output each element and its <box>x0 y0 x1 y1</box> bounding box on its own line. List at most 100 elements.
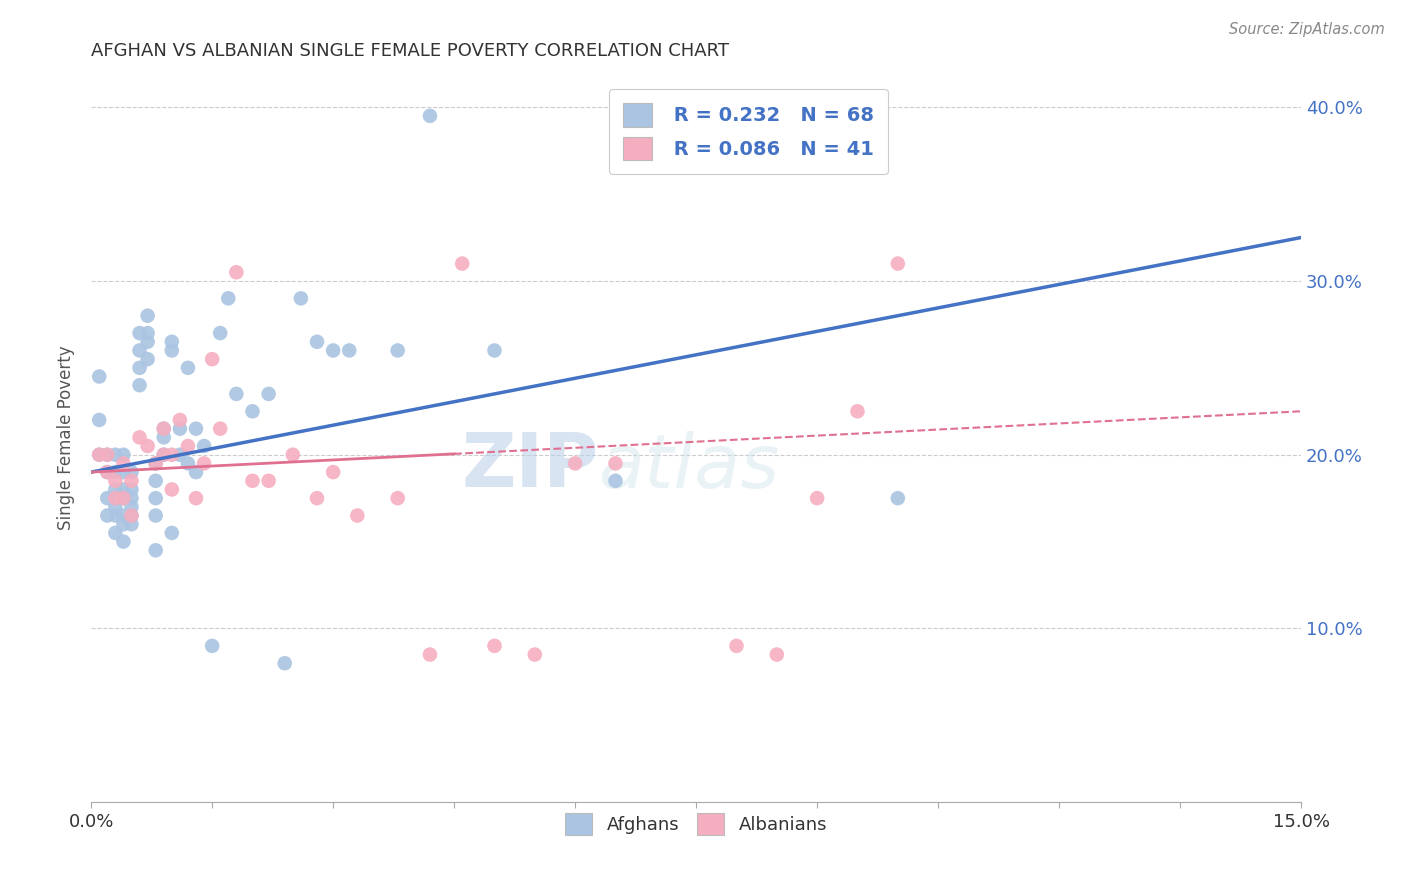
Point <box>136 326 159 340</box>
Legend: Afghans, Albanians: Afghans, Albanians <box>555 805 837 845</box>
Point <box>887 491 910 505</box>
Point <box>177 439 200 453</box>
Point <box>193 457 215 471</box>
Point <box>217 291 239 305</box>
Point <box>160 343 183 358</box>
Point <box>128 360 150 375</box>
Point <box>169 422 191 436</box>
Point <box>806 491 828 505</box>
Point <box>121 491 143 505</box>
Point <box>121 465 143 479</box>
Point <box>846 404 869 418</box>
Point <box>177 457 200 471</box>
Point <box>128 378 150 392</box>
Point <box>104 448 127 462</box>
Point <box>322 465 344 479</box>
Point <box>89 413 111 427</box>
Point <box>145 474 167 488</box>
Point <box>257 387 280 401</box>
Point <box>484 343 506 358</box>
Text: ZIP: ZIP <box>463 430 599 503</box>
Point <box>169 413 191 427</box>
Point <box>136 334 159 349</box>
Point <box>337 343 360 358</box>
Point <box>136 352 159 367</box>
Point <box>274 657 297 671</box>
Point <box>387 491 409 505</box>
Point <box>104 474 127 488</box>
Point <box>128 430 150 444</box>
Point <box>104 465 127 479</box>
Point <box>419 648 441 662</box>
Point <box>725 639 748 653</box>
Text: AFGHAN VS ALBANIAN SINGLE FEMALE POVERTY CORRELATION CHART: AFGHAN VS ALBANIAN SINGLE FEMALE POVERTY… <box>91 42 730 60</box>
Point <box>104 491 127 505</box>
Point <box>160 483 183 497</box>
Point <box>305 334 328 349</box>
Point <box>257 474 280 488</box>
Point <box>104 483 127 497</box>
Point <box>104 508 127 523</box>
Point <box>387 343 409 358</box>
Point <box>112 491 135 505</box>
Text: Source: ZipAtlas.com: Source: ZipAtlas.com <box>1229 22 1385 37</box>
Point <box>209 422 232 436</box>
Point <box>184 422 207 436</box>
Point <box>201 639 224 653</box>
Point <box>145 508 167 523</box>
Text: atlas: atlas <box>599 431 780 502</box>
Point <box>121 508 143 523</box>
Point <box>89 448 111 462</box>
Point <box>160 448 183 462</box>
Point <box>281 448 304 462</box>
Point <box>160 525 183 540</box>
Point <box>112 534 135 549</box>
Point <box>169 448 191 462</box>
Point <box>193 439 215 453</box>
Point <box>121 517 143 532</box>
Point <box>177 360 200 375</box>
Point <box>152 448 174 462</box>
Point <box>605 457 627 471</box>
Point <box>145 457 167 471</box>
Point <box>152 422 174 436</box>
Point <box>152 430 174 444</box>
Point <box>145 543 167 558</box>
Point <box>112 448 135 462</box>
Point <box>96 448 118 462</box>
Point <box>242 474 264 488</box>
Point <box>96 465 118 479</box>
Point <box>225 387 247 401</box>
Point <box>112 457 135 471</box>
Point <box>160 334 183 349</box>
Point <box>128 326 150 340</box>
Point <box>564 457 586 471</box>
Point <box>484 639 506 653</box>
Point <box>104 500 127 514</box>
Point <box>346 508 368 523</box>
Point <box>184 491 207 505</box>
Point <box>136 309 159 323</box>
Point <box>201 352 224 367</box>
Point <box>152 448 174 462</box>
Point <box>96 465 118 479</box>
Point <box>322 343 344 358</box>
Point <box>112 517 135 532</box>
Point <box>121 483 143 497</box>
Point <box>96 448 118 462</box>
Point <box>145 491 167 505</box>
Point <box>523 648 546 662</box>
Point <box>112 508 135 523</box>
Point <box>242 404 264 418</box>
Y-axis label: Single Female Poverty: Single Female Poverty <box>58 345 75 530</box>
Point <box>145 457 167 471</box>
Point <box>136 439 159 453</box>
Point <box>887 256 910 270</box>
Point <box>121 474 143 488</box>
Point <box>96 508 118 523</box>
Point <box>104 525 127 540</box>
Point <box>112 491 135 505</box>
Point <box>225 265 247 279</box>
Point <box>605 474 627 488</box>
Point <box>89 369 111 384</box>
